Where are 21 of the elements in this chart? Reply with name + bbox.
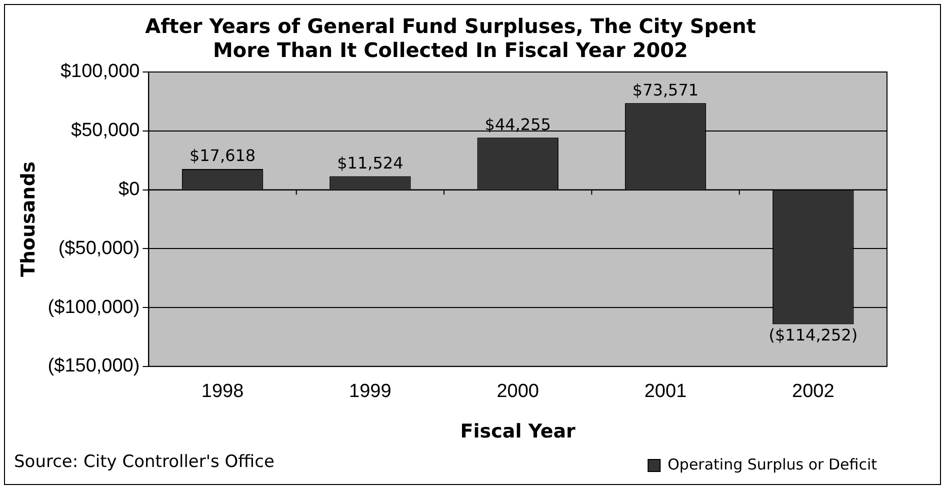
y-tick-label: $0 [118, 178, 140, 200]
data-label: $11,524 [337, 153, 404, 172]
x-axis-title: Fiscal Year [460, 420, 576, 443]
y-tick-label: ($100,000) [48, 296, 140, 318]
x-tick-label: 2002 [792, 381, 834, 402]
data-label: ($114,252) [768, 325, 858, 344]
y-tick-label: $50,000 [71, 120, 140, 142]
x-tick-label: 1998 [201, 381, 244, 402]
chart-title: After Years of General Fund Surpluses, The City Spent More Than It Collected In Fiscal Year 2002 [145, 14, 756, 62]
y-axis-title: Thousands [17, 161, 40, 278]
data-label: $44,255 [484, 114, 551, 134]
data-label: $17,618 [189, 146, 256, 166]
y-tick-label: ($50,000) [58, 238, 140, 259]
data-label: $73,571 [632, 80, 699, 100]
x-tick-label: 1999 [349, 381, 392, 402]
x-tick-label: 2001 [644, 381, 687, 402]
y-tick-label: $100,000 [60, 61, 140, 82]
source-note: Source: City Controller's Office [14, 452, 274, 472]
x-tick-label: 2000 [496, 381, 539, 402]
y-tick-label: ($150,000) [48, 356, 140, 377]
legend-label: Operating Surplus or Deficit [668, 455, 878, 474]
